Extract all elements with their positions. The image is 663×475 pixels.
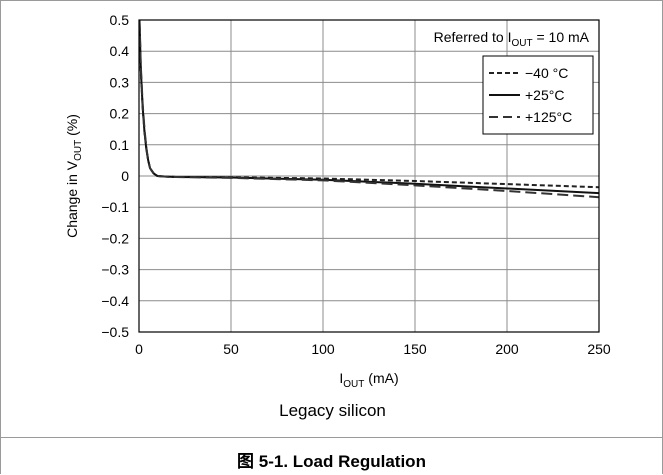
y-tick-label: −0.2: [101, 230, 129, 246]
x-axis-label-sub: OUT: [343, 379, 364, 390]
annotation-suffix: = 10 mA: [533, 29, 590, 45]
legend-label: +25°C: [525, 87, 564, 103]
x-tick-label: 0: [135, 341, 143, 357]
y-tick-label: 0.3: [110, 74, 130, 90]
x-tick-label: 250: [587, 341, 611, 357]
annotation-subscript: OUT: [511, 38, 532, 49]
x-axis-label: IOUT (mA): [339, 370, 398, 390]
legend-label: −40 °C: [525, 65, 568, 81]
x-tick-label: 50: [223, 341, 239, 357]
x-axis-label-rest: (mA): [364, 370, 398, 386]
x-axis-label-main: I: [339, 370, 343, 386]
series-lines: [138, 19, 600, 199]
y-axis-label: Change in VOUT (%): [64, 114, 84, 238]
y-axis-label-sub: OUT: [73, 140, 84, 161]
caption-bar: 图 5-1. Load Regulation: [1, 437, 662, 475]
y-tick-label: 0: [121, 168, 129, 184]
tick-labels: 0.5 0.4 0.3 0.2 0.1 0 −0.1 −0.2 −0.3 −0.4 −0.5 0 50 1…: [101, 12, 611, 357]
y-axis-label-main: Change in V: [64, 160, 80, 238]
load-regulation-chart: 0.5 0.4 0.3 0.2 0.1 0 −0.1 −0.2 −0.3 −0.4 −0.5 0 50 1…: [64, 12, 611, 390]
y-tick-label: 0.4: [110, 43, 130, 59]
plot-frame: [138, 19, 600, 333]
x-tick-label: 100: [311, 341, 335, 357]
annotation-prefix: Referred to I: [434, 29, 512, 45]
series-line: [138, 19, 600, 199]
x-tick-label: 150: [403, 341, 427, 357]
y-tick-label: 0.2: [110, 106, 130, 122]
grid: [139, 20, 599, 332]
legend-label: +125°C: [525, 109, 572, 125]
y-tick-label: −0.1: [101, 199, 129, 215]
x-tick-label: 200: [495, 341, 519, 357]
reference-annotation: Referred to IOUT = 10 mA: [434, 29, 590, 49]
chart-subtitle: Legacy silicon: [279, 401, 386, 420]
y-axis-label-rest: (%): [64, 114, 80, 140]
y-tick-label: 0.5: [110, 12, 130, 28]
y-tick-label: −0.5: [101, 324, 129, 340]
figure-caption: 图 5-1. Load Regulation: [237, 452, 426, 471]
y-tick-label: −0.4: [101, 293, 129, 309]
y-tick-label: 0.1: [110, 137, 130, 153]
y-tick-label: −0.3: [101, 262, 129, 278]
legend: −40 °C +25°C +125°C: [482, 55, 594, 135]
